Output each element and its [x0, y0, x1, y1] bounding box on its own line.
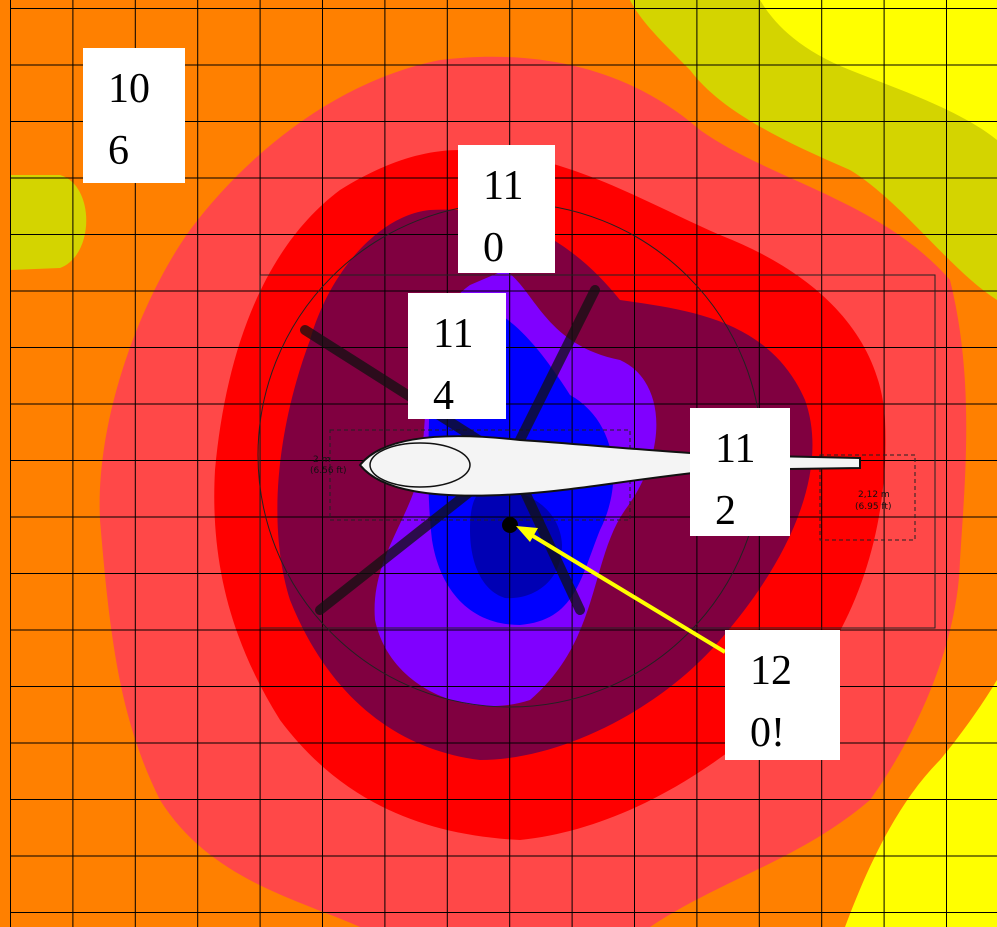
- measurement-point: [502, 517, 518, 533]
- zone-olive-left: [10, 175, 86, 270]
- level-text: 112: [715, 418, 761, 542]
- level-label: 106: [83, 48, 185, 183]
- level-text: 114: [433, 303, 479, 427]
- dimension-label: 2,12 m: [858, 490, 890, 500]
- level-label: 110: [458, 145, 555, 273]
- dimension-label: 2 m: [313, 455, 330, 465]
- level-text: 110: [483, 155, 529, 279]
- level-text: 106: [108, 58, 154, 182]
- level-label: 112: [690, 408, 790, 536]
- dimension-label: (6.95 ft): [855, 502, 891, 512]
- noise-map: 2 m (6.56 ft) 2,12 m (6.95 ft) 106 110 1…: [0, 0, 997, 927]
- dimension-label: (6.56 ft): [310, 466, 346, 476]
- level-label: 114: [408, 293, 506, 419]
- level-label: 120!: [725, 630, 840, 760]
- level-text: 120!: [750, 640, 818, 764]
